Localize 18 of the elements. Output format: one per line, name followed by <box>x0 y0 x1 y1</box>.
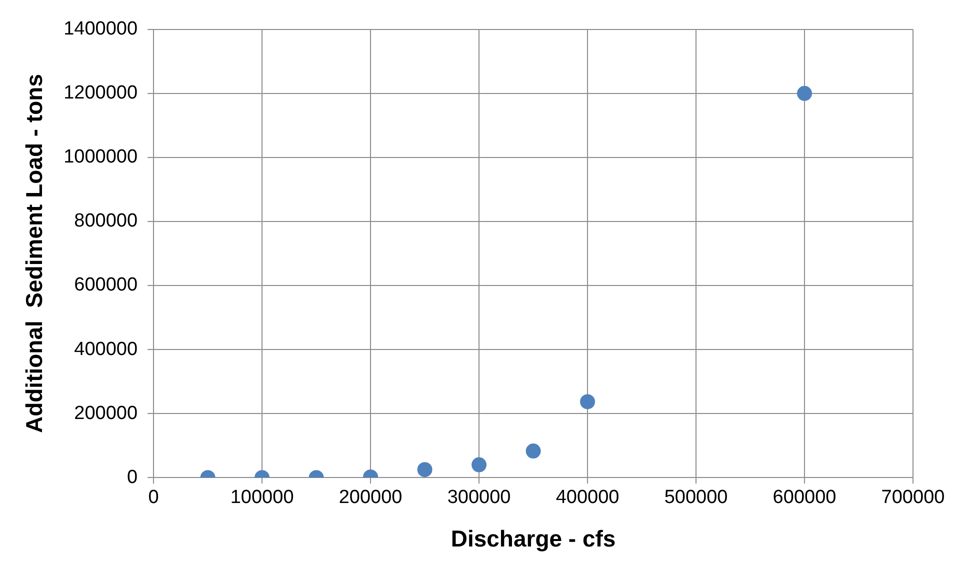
x-tick-label: 600000 <box>772 487 836 508</box>
x-tick-label: 300000 <box>447 487 511 508</box>
x-tick-label: 200000 <box>338 487 402 508</box>
y-tick-label: 0 <box>126 466 138 488</box>
y-tick-label: 1200000 <box>64 82 138 104</box>
y-tick-label: 800000 <box>74 210 138 232</box>
y-tick-label: 400000 <box>74 338 138 360</box>
y-tick-label: 1400000 <box>64 18 138 40</box>
x-tick-label: 400000 <box>556 487 620 508</box>
y-axis-title: Additional Sediment Load - tons <box>21 74 48 434</box>
x-tick-label: 500000 <box>664 487 728 508</box>
x-tick-label: 0 <box>148 487 159 508</box>
y-tick-label: 200000 <box>74 402 138 424</box>
x-axis-title: Discharge - cfs <box>450 526 616 552</box>
x-tick-label: 100000 <box>230 487 294 508</box>
y-tick-label: 1000000 <box>64 146 138 168</box>
x-tick-label: 700000 <box>881 487 945 508</box>
y-tick-label: 600000 <box>74 274 138 296</box>
